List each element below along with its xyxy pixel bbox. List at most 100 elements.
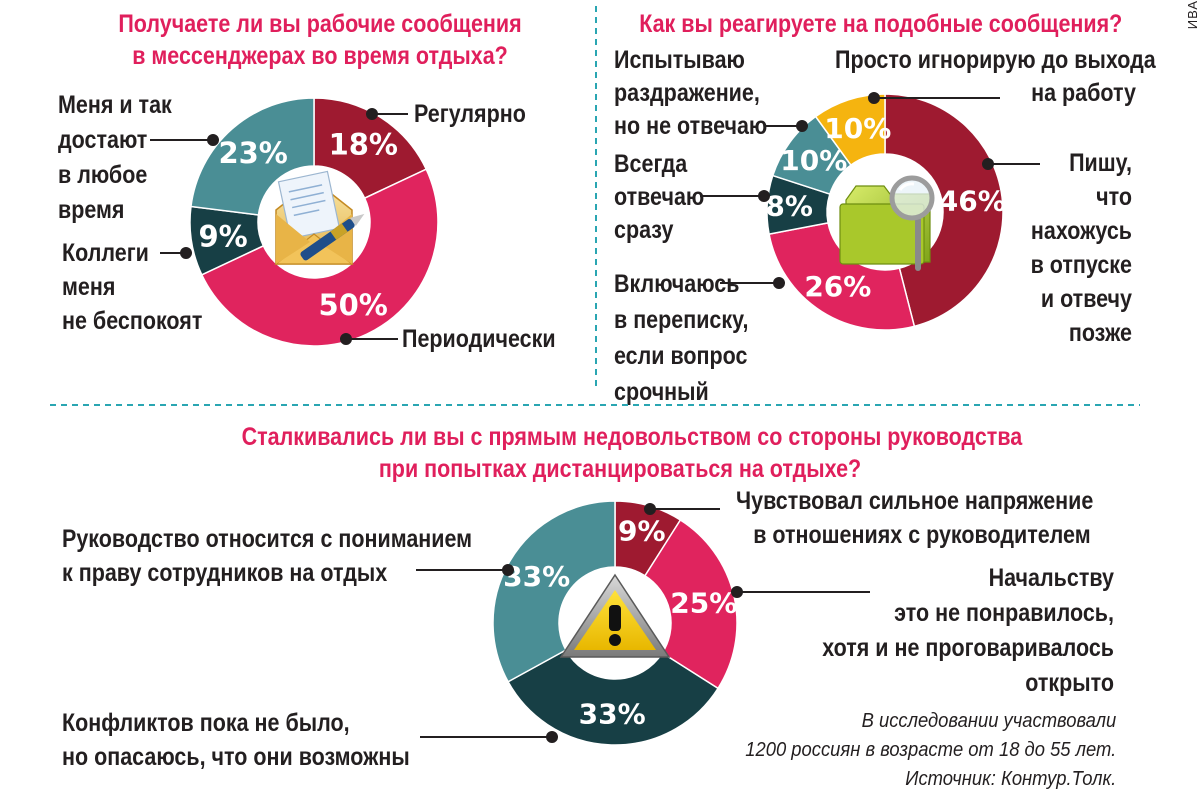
chart2-title: Как вы реагируете на подобные сообщения? xyxy=(639,8,1123,40)
label-line: в отношениях с руководителем xyxy=(753,521,1091,549)
leader-dot xyxy=(180,247,192,259)
note-line: 1200 россиян в возрасте от 18 до 55 лет. xyxy=(744,739,1116,761)
label-join-if-urgent: Включаюсь в переписку, если вопрос срочн… xyxy=(614,266,748,410)
pie-chart-3: 9% 25% 33% 33% xyxy=(492,500,738,746)
label-line: но не отвечаю xyxy=(614,112,768,140)
chart3-title-line: Сталкивались ли вы с прямым недовольство… xyxy=(241,423,1023,451)
label-line: время xyxy=(58,196,125,224)
label-boss-disliked: Начальству это не понравилось, хотя и не… xyxy=(804,561,1114,701)
label-no-conflicts: Конфликтов пока не было, но опасаюсь, чт… xyxy=(62,706,410,774)
label-strong-tension: Чувствовал сильное напряжение в отношени… xyxy=(736,484,1093,552)
slice-percent-label: 9% xyxy=(199,219,248,253)
label-line: Руководство относится с пониманием xyxy=(62,525,473,553)
label-line: отвечаю xyxy=(614,183,705,211)
chart3-title: Сталкивались ли вы с прямым недовольство… xyxy=(241,421,1023,485)
pie-slice xyxy=(814,93,886,167)
label-line: не беспокоят xyxy=(62,307,203,335)
label-line: и отвечу xyxy=(1040,285,1132,313)
label-line: в переписку, xyxy=(614,306,749,334)
label-line: но опасаюсь, что они возможны xyxy=(62,743,410,771)
pie-slice xyxy=(200,168,439,347)
label-line: если вопрос xyxy=(614,342,748,370)
leader-dot xyxy=(644,503,656,515)
label-line: Всегда xyxy=(614,150,688,178)
label-bothered-anyway: Меня и так достают в любое время xyxy=(58,88,172,228)
label-line: Просто игнорирую до выхода xyxy=(835,46,1156,74)
chart2-title-line: Как вы реагируете на подобные сообщения? xyxy=(639,10,1123,38)
leader-dot xyxy=(982,158,994,170)
label-always-answer: Всегда отвечаю сразу xyxy=(614,148,704,247)
label-line: Конфликтов пока не было, xyxy=(62,709,350,737)
label-line: Испытываю xyxy=(614,46,745,74)
label-line: достают xyxy=(58,126,148,154)
label-line: срочный xyxy=(614,378,709,406)
folder-magnifier-icon xyxy=(839,175,935,271)
slice-percent-label: 9% xyxy=(618,514,666,547)
leader-dot xyxy=(340,333,352,345)
slice-percent-label: 18% xyxy=(329,127,398,161)
note-line: В исследовании участвовали xyxy=(861,710,1116,732)
leader-dot xyxy=(502,564,514,576)
label-line: это не понравилось, xyxy=(894,599,1114,627)
label-line: к праву сотрудников на отдых xyxy=(62,559,388,587)
label-line: Включаюсь xyxy=(614,270,740,298)
pie-slice xyxy=(643,518,738,690)
pie-slice xyxy=(768,221,916,331)
slice-percent-label: 33% xyxy=(503,560,570,593)
label-understanding: Руководство относится с пониманием к пра… xyxy=(62,522,472,590)
label-line: Пишу, xyxy=(1069,149,1132,177)
slice-percent-label: 50% xyxy=(318,288,387,322)
label-line: Коллеги xyxy=(62,239,149,267)
slice-percent-label: 8% xyxy=(765,189,813,222)
label-line: в отпуске xyxy=(1030,251,1132,279)
leader-dot xyxy=(207,134,219,146)
pie-slice xyxy=(884,93,1004,328)
label-line: нахожусь xyxy=(1030,217,1132,245)
slice-percent-label: 10% xyxy=(824,112,891,145)
slice-percent-label: 10% xyxy=(780,144,847,177)
label-periodically: Периодически xyxy=(402,322,556,356)
label-line: открыто xyxy=(1025,669,1114,697)
leader-dot xyxy=(546,731,558,743)
label-line: позже xyxy=(1068,319,1132,347)
label-line: Чувствовал сильное напряжение xyxy=(736,487,1094,515)
source-note: В исследовании участвовали 1200 россиян … xyxy=(745,707,1116,794)
label-line: что xyxy=(1096,183,1132,211)
leader-dot xyxy=(758,190,770,202)
slice-percent-label: 25% xyxy=(670,587,737,620)
warning-triangle-icon xyxy=(559,573,671,658)
label-line: сразу xyxy=(614,216,674,244)
chart1-title-line: Получаете ли вы рабочие сообщения xyxy=(118,10,522,38)
label-line: раздражение, xyxy=(614,79,760,107)
label-line: Периодически xyxy=(402,325,556,353)
label-write-on-vacation: Пишу, что нахожусь в отпуске и отвечу по… xyxy=(994,146,1132,350)
slice-percent-label: 26% xyxy=(804,270,871,303)
pie-chart-2: 46% 26% 8% 10%10% xyxy=(765,93,1006,331)
label-line: Регулярно xyxy=(414,100,526,128)
leader-dot xyxy=(731,586,743,598)
pie-slice xyxy=(313,97,428,200)
leader-dot xyxy=(796,120,808,132)
label-irritated: Испытываю раздражение, но не отвечаю xyxy=(614,44,767,143)
pie-slice xyxy=(190,97,315,216)
pie-slice xyxy=(492,500,616,683)
chart3-title-line: при попытках дистанцироваться на отдыхе? xyxy=(378,455,862,483)
chart1-title-line: в мессенджерах во время отдыха? xyxy=(132,42,508,70)
pie-chart-1: 18% 50% 9% 23% xyxy=(189,97,439,347)
label-regularly: Регулярно xyxy=(414,97,526,131)
leader-dot xyxy=(773,277,785,289)
label-line: на работу xyxy=(1031,79,1136,107)
note-line: Источник: Контур.Толк. xyxy=(905,768,1116,790)
slice-percent-label: 23% xyxy=(218,136,287,170)
label-line: Начальству xyxy=(988,564,1114,592)
label-line: меня xyxy=(62,273,116,301)
pie-slice xyxy=(507,648,720,746)
slice-percent-label: 33% xyxy=(579,697,646,730)
label-line: хотя и не проговаривалось xyxy=(822,634,1114,662)
label-line: в любое xyxy=(58,161,148,189)
envelope-letter-pen-icon xyxy=(274,170,365,265)
slice-percent-label: 46% xyxy=(939,184,1006,217)
label-colleagues-dont-bother: Коллеги меня не беспокоят xyxy=(62,236,202,338)
label-line: Меня и так xyxy=(58,91,172,119)
